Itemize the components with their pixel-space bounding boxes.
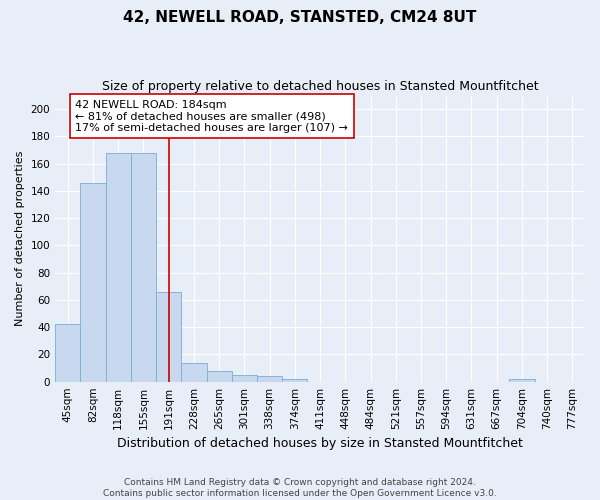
Bar bbox=[282, 379, 307, 382]
Y-axis label: Number of detached properties: Number of detached properties bbox=[15, 151, 25, 326]
Text: 42, NEWELL ROAD, STANSTED, CM24 8UT: 42, NEWELL ROAD, STANSTED, CM24 8UT bbox=[124, 10, 476, 25]
Bar bbox=[80, 183, 106, 382]
Bar bbox=[257, 376, 282, 382]
Title: Size of property relative to detached houses in Stansted Mountfitchet: Size of property relative to detached ho… bbox=[102, 80, 538, 93]
Bar bbox=[509, 379, 535, 382]
Bar bbox=[206, 371, 232, 382]
Text: 42 NEWELL ROAD: 184sqm
← 81% of detached houses are smaller (498)
17% of semi-de: 42 NEWELL ROAD: 184sqm ← 81% of detached… bbox=[76, 100, 348, 133]
Bar bbox=[232, 375, 257, 382]
Bar bbox=[131, 153, 156, 382]
Bar bbox=[181, 362, 206, 382]
Bar bbox=[55, 324, 80, 382]
Text: Contains HM Land Registry data © Crown copyright and database right 2024.
Contai: Contains HM Land Registry data © Crown c… bbox=[103, 478, 497, 498]
Bar bbox=[156, 292, 181, 382]
X-axis label: Distribution of detached houses by size in Stansted Mountfitchet: Distribution of detached houses by size … bbox=[117, 437, 523, 450]
Bar bbox=[106, 153, 131, 382]
